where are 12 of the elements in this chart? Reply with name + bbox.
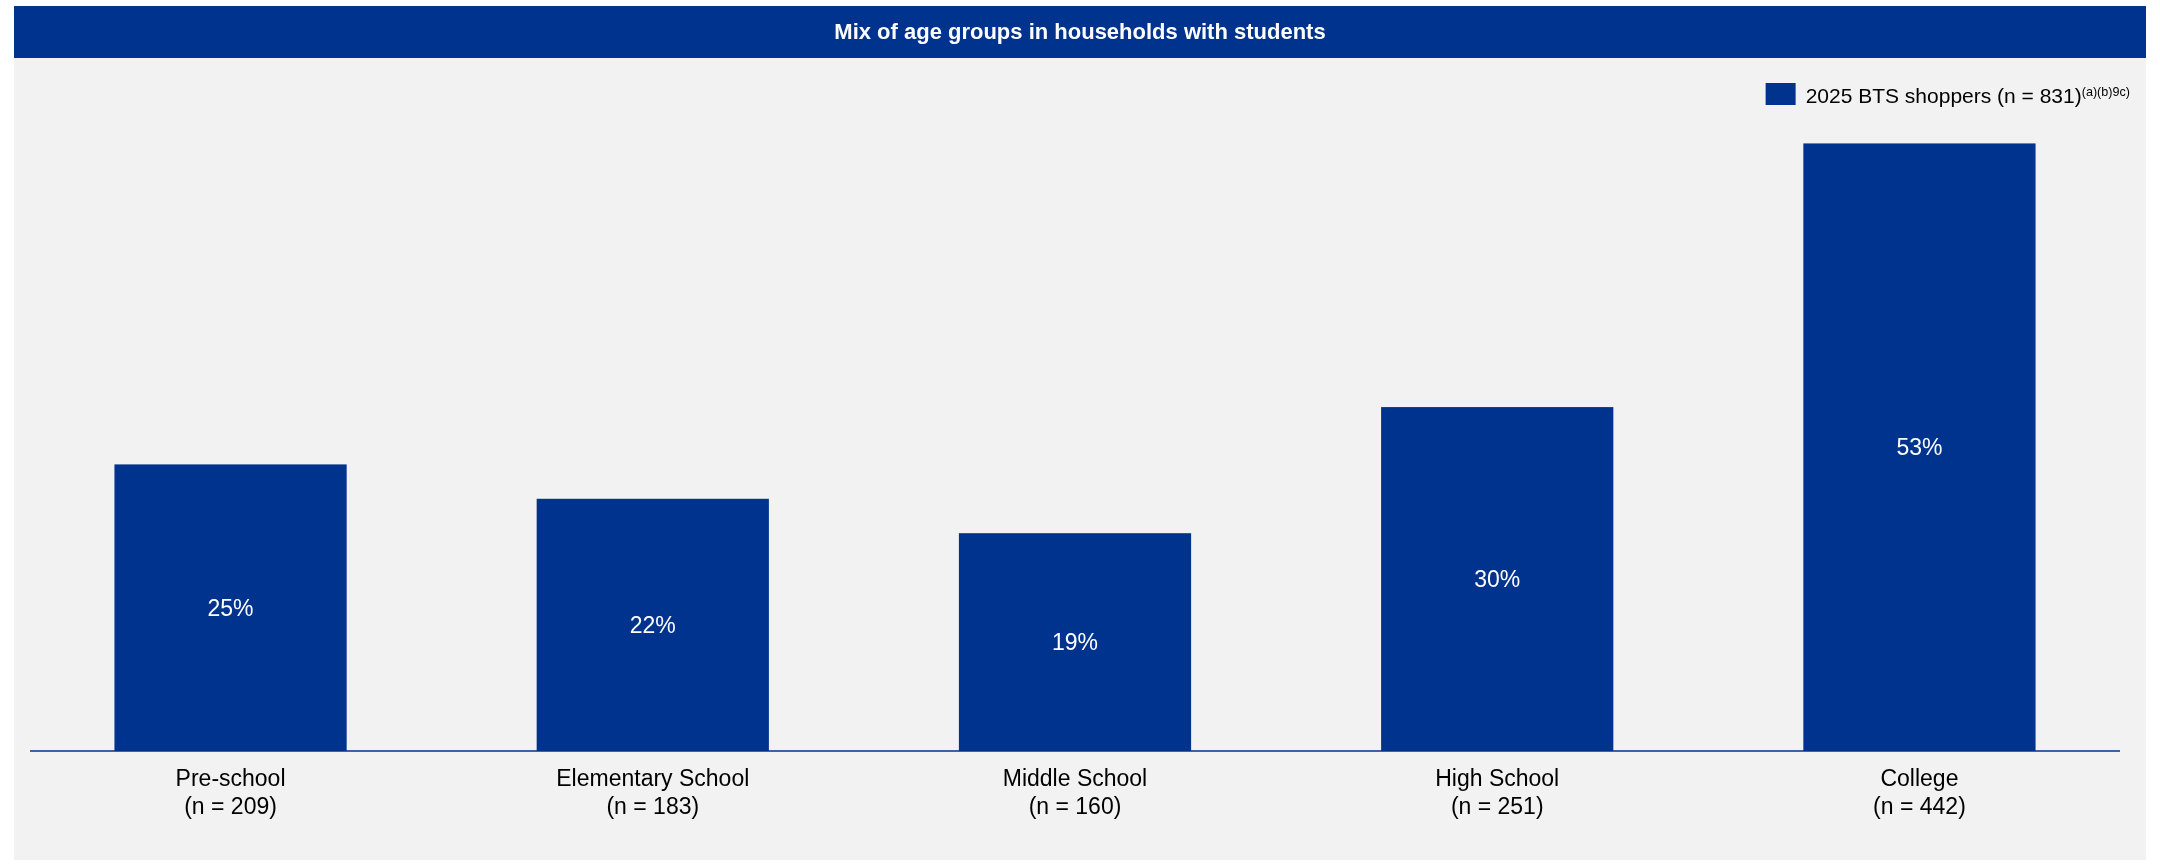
- data-label: 25%: [207, 594, 254, 621]
- data-label: 30%: [1474, 566, 1521, 593]
- chart-title: Mix of age groups in households with students: [834, 19, 1326, 44]
- x-tick-label: College (n = 442): [1873, 765, 1966, 819]
- data-label: 53%: [1896, 434, 1943, 461]
- x-tick-label: Middle School (n = 160): [1002, 765, 1148, 819]
- x-tick-label: High School (n = 251): [1435, 765, 1560, 819]
- x-tick-label: Elementary School (n = 183): [556, 765, 750, 819]
- legend-label: 2025 BTS shoppers (n = 831)$^{(a)(b)9c)}$: [1805, 84, 2130, 107]
- data-label: 22%: [629, 611, 676, 638]
- data-label: 19%: [1051, 629, 1099, 656]
- x-tick-label: Pre-school (n = 209): [175, 765, 286, 819]
